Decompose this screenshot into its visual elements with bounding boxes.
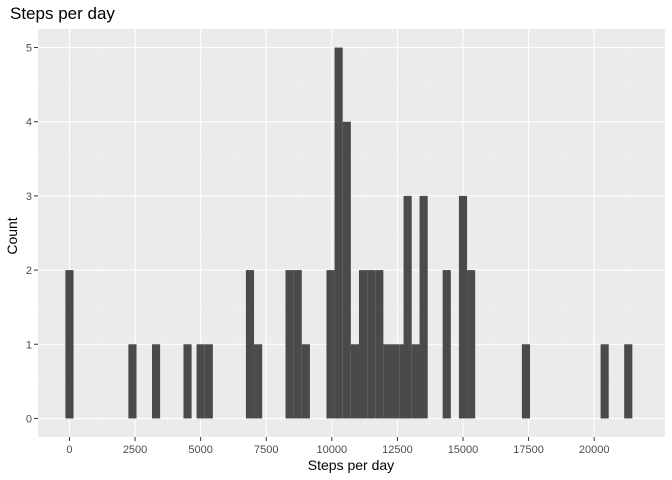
y-tick-label: 3 bbox=[26, 191, 32, 203]
x-tick-label: 7500 bbox=[254, 444, 278, 456]
y-tick-label: 0 bbox=[26, 413, 32, 425]
histogram-bar bbox=[442, 270, 451, 419]
x-tick-label: 0 bbox=[66, 444, 72, 456]
histogram-bar bbox=[383, 344, 392, 419]
histogram-bar bbox=[342, 121, 351, 419]
histogram-bar bbox=[624, 344, 633, 419]
histogram-bar bbox=[196, 344, 205, 419]
y-tick-label: 1 bbox=[26, 339, 32, 351]
x-tick-label: 20000 bbox=[579, 444, 610, 456]
x-axis-title: Steps per day bbox=[308, 457, 394, 473]
x-tick-label: 5000 bbox=[188, 444, 212, 456]
histogram-bar bbox=[334, 47, 343, 419]
histogram-bar bbox=[600, 344, 609, 419]
histogram-bar bbox=[403, 195, 412, 419]
x-tick-label: 17500 bbox=[513, 444, 544, 456]
x-tick-label: 15000 bbox=[448, 444, 479, 456]
y-tick-label: 2 bbox=[26, 265, 32, 277]
histogram-bar bbox=[467, 270, 476, 419]
x-axis-ticks: 0 2500 5000 7500 10000 12500 15000 17500 20000 bbox=[66, 437, 609, 456]
histogram-bar bbox=[350, 344, 359, 419]
x-tick-label: 12500 bbox=[382, 444, 413, 456]
histogram-bar bbox=[458, 195, 468, 419]
histogram-bar bbox=[128, 344, 137, 419]
histogram-bar bbox=[367, 270, 376, 419]
histogram-bars bbox=[65, 47, 633, 419]
y-tick-label: 5 bbox=[26, 43, 32, 55]
histogram-bar bbox=[326, 270, 335, 419]
histogram-bar bbox=[419, 195, 428, 419]
y-tick-label: 4 bbox=[26, 117, 32, 129]
histogram-bar bbox=[375, 270, 384, 419]
histogram-bar bbox=[245, 270, 255, 419]
histogram-bar bbox=[521, 344, 531, 419]
y-axis-ticks: 0 1 2 3 4 5 bbox=[26, 43, 38, 425]
histogram-bar bbox=[151, 344, 161, 419]
histogram-bar bbox=[293, 270, 302, 419]
x-tick-label: 10000 bbox=[317, 444, 348, 456]
x-tick-label: 2500 bbox=[123, 444, 147, 456]
histogram-bar bbox=[391, 344, 400, 419]
histogram-bar bbox=[65, 270, 74, 419]
chart-title: Steps per day bbox=[10, 4, 115, 23]
histogram-bar bbox=[411, 344, 420, 419]
y-axis-title: Count bbox=[4, 217, 20, 254]
histogram-bar bbox=[254, 344, 263, 419]
histogram-bar bbox=[301, 344, 310, 419]
histogram-bar bbox=[183, 344, 192, 419]
histogram-bar bbox=[358, 270, 368, 419]
histogram-bar bbox=[285, 270, 294, 419]
histogram-bar bbox=[204, 344, 213, 419]
